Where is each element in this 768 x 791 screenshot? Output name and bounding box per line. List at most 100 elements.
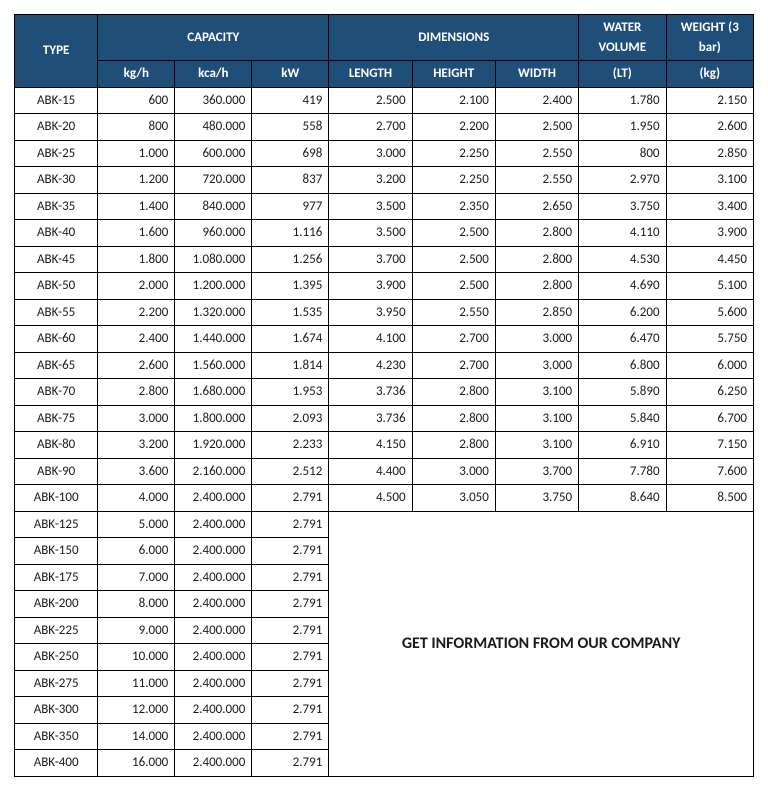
table-cell: ABK-300 [15, 697, 98, 724]
table-cell: ABK-45 [15, 246, 98, 273]
table-cell: 2.400.000 [175, 617, 252, 644]
table-cell: 3.500 [329, 220, 412, 247]
table-cell: 3.100 [666, 167, 753, 194]
table-cell: 2.550 [495, 167, 578, 194]
table-cell: 360.000 [175, 87, 252, 114]
table-cell: 4.110 [579, 220, 666, 247]
table-cell: 2.233 [252, 432, 329, 459]
table-cell: 2.200 [412, 114, 495, 141]
header-lt: (LT) [579, 61, 666, 88]
table-cell: 2.200 [98, 299, 175, 326]
table-cell: 3.100 [495, 405, 578, 432]
table-cell: 11.000 [98, 670, 175, 697]
table-cell: ABK-400 [15, 750, 98, 777]
header-length: LENGTH [329, 61, 412, 88]
table-cell: 2.800 [495, 246, 578, 273]
info-cell: GET INFORMATION FROM OUR COMPANY [329, 511, 754, 776]
table-row: ABK-652.6001.560.0001.8144.2302.7003.000… [15, 352, 754, 379]
table-cell: 3.000 [495, 326, 578, 353]
table-cell: 3.100 [495, 379, 578, 406]
table-cell: 480.000 [175, 114, 252, 141]
table-row: ABK-20800480.0005582.7002.2002.5001.9502… [15, 114, 754, 141]
table-row: ABK-1004.0002.400.0002.7914.5003.0503.75… [15, 485, 754, 512]
table-cell: 4.000 [98, 485, 175, 512]
table-cell: 1.814 [252, 352, 329, 379]
table-cell: 2.970 [579, 167, 666, 194]
table-cell: 3.736 [329, 379, 412, 406]
table-row: ABK-251.000600.0006983.0002.2502.5508002… [15, 140, 754, 167]
table-cell: 3.400 [666, 193, 753, 220]
table-row: ABK-451.8001.080.0001.2563.7002.5002.800… [15, 246, 754, 273]
header-type: TYPE [15, 15, 98, 88]
table-row: ABK-602.4001.440.0001.6744.1002.7003.000… [15, 326, 754, 353]
table-cell: ABK-125 [15, 511, 98, 538]
table-cell: 3.500 [329, 193, 412, 220]
table-cell: 6.000 [98, 538, 175, 565]
table-row: ABK-502.0001.200.0001.3953.9002.5002.800… [15, 273, 754, 300]
table-header: TYPE CAPACITY DIMENSIONS WATER VOLUME WE… [15, 15, 754, 88]
table-cell: 6.910 [579, 432, 666, 459]
table-cell: 3.750 [579, 193, 666, 220]
table-cell: 1.950 [579, 114, 666, 141]
table-cell: 2.350 [412, 193, 495, 220]
table-cell: 2.400.000 [175, 564, 252, 591]
table-cell: 4.450 [666, 246, 753, 273]
table-cell: 3.000 [329, 140, 412, 167]
table-cell: 1.200 [98, 167, 175, 194]
table-cell: 2.400.000 [175, 511, 252, 538]
table-cell: ABK-90 [15, 458, 98, 485]
table-cell: 1.200.000 [175, 273, 252, 300]
table-cell: ABK-225 [15, 617, 98, 644]
table-cell: 419 [252, 87, 329, 114]
table-cell: 1.674 [252, 326, 329, 353]
table-cell: 558 [252, 114, 329, 141]
table-cell: 3.200 [329, 167, 412, 194]
header-kgh: kg/h [98, 61, 175, 88]
table-row: ABK-903.6002.160.0002.5124.4003.0003.700… [15, 458, 754, 485]
table-row: ABK-803.2001.920.0002.2334.1502.8003.100… [15, 432, 754, 459]
table-cell: 6.700 [666, 405, 753, 432]
table-cell: 2.500 [412, 246, 495, 273]
table-cell: 3.700 [329, 246, 412, 273]
table-cell: ABK-200 [15, 591, 98, 618]
table-cell: 6.000 [666, 352, 753, 379]
table-cell: 1.400 [98, 193, 175, 220]
table-cell: 2.400.000 [175, 538, 252, 565]
table-cell: 12.000 [98, 697, 175, 724]
table-cell: 3.900 [666, 220, 753, 247]
table-cell: 2.791 [252, 538, 329, 565]
table-cell: 2.400.000 [175, 670, 252, 697]
table-cell: 14.000 [98, 723, 175, 750]
header-weight: WEIGHT (3 bar) [666, 15, 753, 61]
table-cell: 2.850 [495, 299, 578, 326]
table-cell: 4.150 [329, 432, 412, 459]
table-cell: 2.800 [98, 379, 175, 406]
table-cell: 2.093 [252, 405, 329, 432]
table-cell: 1.600 [98, 220, 175, 247]
table-cell: 7.150 [666, 432, 753, 459]
table-cell: 5.840 [579, 405, 666, 432]
table-cell: ABK-30 [15, 167, 98, 194]
table-cell: 2.600 [98, 352, 175, 379]
table-cell: 7.780 [579, 458, 666, 485]
table-cell: 3.900 [329, 273, 412, 300]
header-dimensions: DIMENSIONS [329, 15, 579, 61]
table-row: ABK-301.200720.0008373.2002.2502.5502.97… [15, 167, 754, 194]
header-kg: (kg) [666, 61, 753, 88]
table-cell: 3.200 [98, 432, 175, 459]
table-cell: 5.750 [666, 326, 753, 353]
table-row: ABK-702.8001.680.0001.9533.7362.8003.100… [15, 379, 754, 406]
table-cell: ABK-350 [15, 723, 98, 750]
table-cell: 1.320.000 [175, 299, 252, 326]
table-cell: ABK-50 [15, 273, 98, 300]
table-cell: ABK-75 [15, 405, 98, 432]
table-cell: 2.700 [412, 352, 495, 379]
table-cell: 2.791 [252, 697, 329, 724]
table-row: ABK-351.400840.0009773.5002.3502.6503.75… [15, 193, 754, 220]
header-water-volume: WATER VOLUME [579, 15, 666, 61]
table-cell: 2.791 [252, 591, 329, 618]
table-cell: 800 [98, 114, 175, 141]
table-row: ABK-1255.0002.400.0002.791GET INFORMATIO… [15, 511, 754, 538]
table-cell: 2.500 [329, 87, 412, 114]
table-row: ABK-15600360.0004192.5002.1002.4001.7802… [15, 87, 754, 114]
